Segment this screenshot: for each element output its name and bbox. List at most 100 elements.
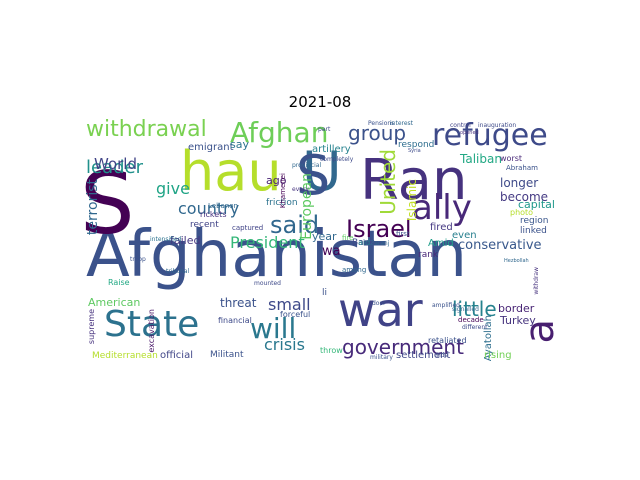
cloud-word: rising xyxy=(484,350,512,361)
cloud-word: even xyxy=(452,230,477,241)
cloud-word: hau xyxy=(180,140,282,203)
cloud-word: group xyxy=(348,121,407,145)
cloud-word: military xyxy=(370,354,393,361)
cloud-word: retaliated xyxy=(428,336,467,345)
cloud-word: Amid xyxy=(428,238,454,249)
cloud-word: Pensions xyxy=(368,120,395,127)
cloud-word: linked xyxy=(520,226,547,236)
cloud-word: rank xyxy=(418,250,439,260)
cloud-word: inauguration xyxy=(478,122,517,129)
cloud-word: United xyxy=(376,149,400,215)
cloud-word: signalled xyxy=(452,306,479,313)
cloud-word: capital xyxy=(518,198,555,211)
cloud-word: region xyxy=(520,216,549,226)
cloud-word: part xyxy=(318,126,331,133)
cloud-word: fired xyxy=(430,222,453,233)
cloud-word: amplified xyxy=(432,302,460,309)
cloud-word: terrorist xyxy=(85,179,101,236)
cloud-word: say xyxy=(230,138,249,151)
cloud-word: photo xyxy=(510,208,534,217)
cloud-word: financial xyxy=(218,316,252,325)
cloud-word: respond xyxy=(398,140,435,150)
cloud-word: Afghanistan xyxy=(86,218,467,292)
cloud-word: small xyxy=(268,295,311,314)
cloud-word: official xyxy=(160,350,193,361)
cloud-word: conservative xyxy=(458,238,542,253)
cloud-word: interest xyxy=(390,120,414,127)
cloud-word: Afghan xyxy=(230,119,329,149)
cloud-word: country xyxy=(178,199,240,218)
cloud-word: decade xyxy=(458,316,484,324)
cloud-word: government xyxy=(342,335,464,359)
cloud-word: Abraham xyxy=(506,164,538,172)
cloud-word: ally xyxy=(412,188,472,228)
cloud-word: withdrawal xyxy=(86,119,207,142)
cloud-word: emigrant xyxy=(188,142,234,153)
cloud-word: Khamenei xyxy=(279,173,287,209)
cloud-word: President xyxy=(230,233,305,252)
cloud-word: Islamic xyxy=(405,179,419,222)
cloud-word: longer xyxy=(500,176,539,190)
cloud-word: provincial xyxy=(292,162,322,169)
cloud-word: become xyxy=(500,190,549,204)
cloud-word: Syria xyxy=(408,148,421,154)
cloud-word: Lebanon xyxy=(208,202,238,210)
cloud-word: year xyxy=(312,230,337,243)
cloud-word: supreme xyxy=(87,309,96,345)
cloud-word: refugee xyxy=(432,119,548,153)
cloud-word: border xyxy=(498,302,535,315)
cloud-word: said xyxy=(270,211,320,239)
cloud-word: friction xyxy=(266,198,298,208)
cloud-word: Israel xyxy=(346,215,412,243)
cloud-word: li xyxy=(322,288,328,298)
cloud-word: side xyxy=(436,352,449,359)
cloud-word: World xyxy=(94,155,137,173)
cloud-word: S xyxy=(296,144,331,207)
cloud-word: Bank xyxy=(352,238,375,248)
cloud-word: leader xyxy=(86,157,144,178)
cloud-word: settlement xyxy=(396,350,451,361)
cloud-word: Militant xyxy=(210,350,244,360)
cloud-word: door xyxy=(372,300,386,307)
cloud-word: Taliban xyxy=(460,152,502,166)
cloud-word: war xyxy=(338,283,423,337)
cloud-word: different xyxy=(462,324,488,331)
cloud-word: worst xyxy=(500,154,523,163)
cloud-word: Turkey xyxy=(500,314,536,327)
cloud-word: threat xyxy=(220,296,257,310)
cloud-word: failed xyxy=(170,234,201,247)
cloud-word: State xyxy=(104,304,200,345)
cloud-word: Hezbollah xyxy=(504,258,529,264)
cloud-word: wa xyxy=(322,244,341,259)
cloud-word: every xyxy=(292,186,309,193)
cloud-word: completely xyxy=(320,156,354,163)
cloud-word: Zaranj xyxy=(370,240,390,247)
cloud-word: give xyxy=(156,179,190,198)
cloud-word: American xyxy=(88,296,141,309)
cloud-word: will xyxy=(250,312,297,345)
cloud-word: forceful xyxy=(280,310,311,319)
cloud-word: rickets xyxy=(200,210,227,219)
cloud-word: crisis xyxy=(264,335,305,354)
cloud-word: first xyxy=(396,230,410,238)
cloud-word: artillery xyxy=(312,144,351,155)
cloud-word: aid xyxy=(358,238,371,247)
cloud-word: S xyxy=(80,154,135,254)
cloud-word: Ran xyxy=(360,148,468,213)
cloud-word: withdraw xyxy=(533,267,540,295)
figure-title: 2021-08 xyxy=(288,93,352,111)
cloud-word: throw xyxy=(320,346,343,355)
cloud-word: opened xyxy=(460,130,479,136)
cloud-word: Mediterranean xyxy=(92,351,158,361)
cloud-word: little xyxy=(452,297,497,321)
cloud-word: mounted xyxy=(254,280,281,287)
cloud-word: U xyxy=(302,140,342,203)
cloud-word: intensified xyxy=(150,236,182,243)
cloud-word: excavation xyxy=(147,309,156,353)
cloud-word: fire xyxy=(342,234,354,242)
cloud-word: among xyxy=(342,266,367,274)
cloud-word: tribunal xyxy=(166,268,190,275)
cloud-word: Raise xyxy=(108,278,130,287)
cloud-word: ago xyxy=(266,174,287,187)
